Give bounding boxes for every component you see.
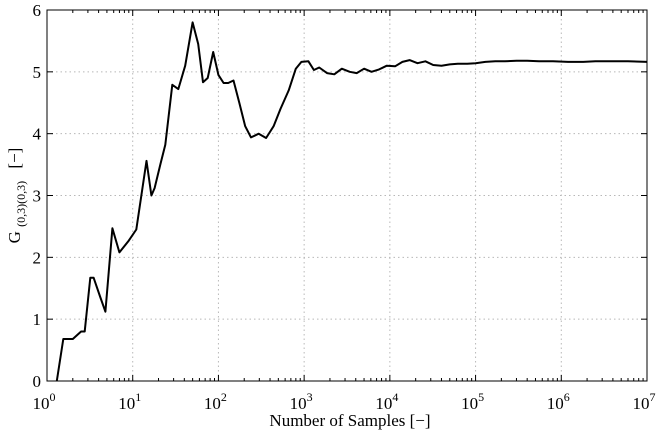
x-tick-label: 103 [290,390,313,413]
series-layer [55,21,648,382]
y-tick-label: 1 [33,310,42,329]
x-tick-label: 105 [461,390,484,413]
series-line [55,21,648,382]
tick-marks [46,9,648,382]
y-tick-label: 3 [33,187,42,206]
y-tick-label: 4 [33,125,42,144]
x-tick-labels: 100 101 102 103 104 105 106 107 [33,390,656,413]
x-tick-label: 102 [204,390,227,413]
y-tick-label: 2 [33,248,42,267]
grid-lines [47,10,647,381]
y-axis-label-main: G [5,231,24,243]
y-tick-label: 0 [33,372,42,391]
x-tick-label: 104 [375,390,398,413]
y-axis-label-unit: [−] [5,148,24,169]
x-axis-label: Number of Samples [−] [269,411,430,430]
x-tick-label: 100 [33,390,56,413]
x-tick-label: 107 [633,390,656,413]
y-axis-label: G (0,3)(0,3) [−] [5,148,29,244]
y-tick-labels: 0 1 2 3 4 5 6 [33,1,42,391]
x-tick-label: 101 [118,390,141,413]
y-tick-label: 6 [33,1,42,20]
y-tick-label: 5 [33,63,42,82]
x-tick-label: 106 [547,390,570,413]
y-axis-label-sub: (0,3)(0,3) [14,181,28,227]
